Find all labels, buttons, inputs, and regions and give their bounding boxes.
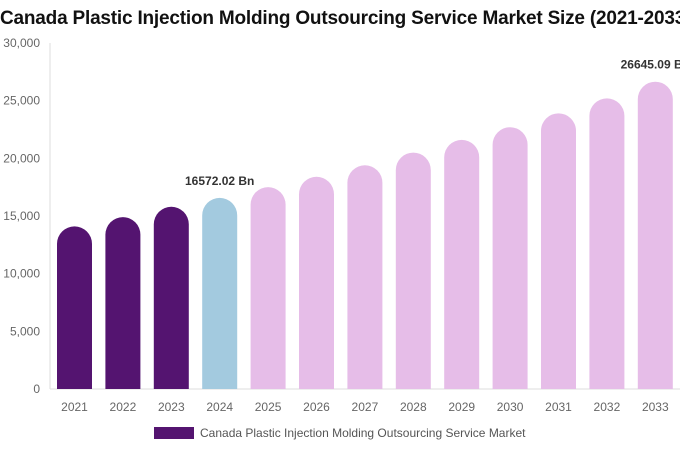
x-tick-label: 2025 <box>255 400 282 414</box>
bar-2032 <box>589 98 625 390</box>
legend-swatch <box>154 427 194 439</box>
x-tick-label: 2026 <box>303 400 330 414</box>
bar-2027 <box>347 165 383 389</box>
bar-2021 <box>57 226 92 389</box>
bar-2031 <box>541 113 576 390</box>
x-tick-label: 2021 <box>61 400 88 414</box>
y-tick-label: 15,000 <box>3 209 40 223</box>
bar-2023 <box>153 206 189 389</box>
y-tick-label: 30,000 <box>3 36 40 50</box>
x-tick-label: 2027 <box>352 400 379 414</box>
y-tick-label: 0 <box>33 382 40 396</box>
data-label: 16572.02 Bn <box>185 174 254 188</box>
bar-2024 <box>202 197 238 389</box>
chart-title: Canada Plastic Injection Molding Outsour… <box>0 8 680 29</box>
bar-2030 <box>492 127 528 389</box>
x-tick-label: 2031 <box>545 400 572 414</box>
y-tick-label: 25,000 <box>3 94 40 108</box>
bar-2025 <box>250 187 286 389</box>
bar-2029 <box>444 139 480 389</box>
x-tick-label: 2032 <box>594 400 621 414</box>
bar-2026 <box>299 176 334 389</box>
x-tick-label: 2023 <box>158 400 185 414</box>
bar-2028 <box>395 152 431 389</box>
x-tick-label: 2033 <box>642 400 669 414</box>
bar-2033 <box>637 81 673 389</box>
legend: Canada Plastic Injection Molding Outsour… <box>154 426 526 440</box>
bar-2022 <box>105 217 141 389</box>
y-tick-label: 10,000 <box>3 267 40 281</box>
x-tick-label: 2022 <box>110 400 137 414</box>
x-tick-label: 2030 <box>497 400 524 414</box>
data-label: 26645.09 Bn <box>621 58 680 72</box>
y-tick-label: 20,000 <box>3 151 40 165</box>
x-tick-label: 2029 <box>448 400 475 414</box>
y-tick-label: 5,000 <box>10 324 40 338</box>
legend-label: Canada Plastic Injection Molding Outsour… <box>200 426 526 440</box>
x-tick-label: 2024 <box>206 400 233 414</box>
x-tick-label: 2028 <box>400 400 427 414</box>
